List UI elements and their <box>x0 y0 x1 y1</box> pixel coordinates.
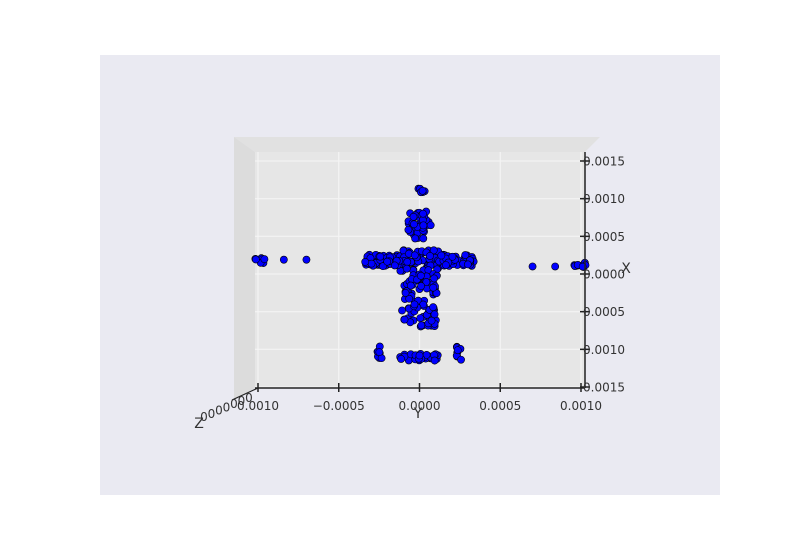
scatter-point-11 <box>302 255 311 264</box>
z-tick-label-3: 0 <box>223 400 231 414</box>
scatter-point-334 <box>429 283 438 292</box>
x-tick-label-2: 0.0005 <box>583 230 625 244</box>
scatter-point-10 <box>279 255 288 264</box>
scatter-point-247 <box>464 260 472 269</box>
x-tick-label-1: 0.0010 <box>583 192 625 206</box>
scatter-point-336 <box>416 271 425 280</box>
z-axis-title: Z <box>194 416 204 432</box>
scatter-point-240 <box>442 261 450 269</box>
scatter-point-235 <box>383 257 392 266</box>
scatter-points <box>251 184 590 365</box>
y-tick-label-4: 0.0010 <box>560 399 602 413</box>
x-axis-title: X <box>621 261 631 277</box>
scatter-point-23 <box>528 262 537 271</box>
z-tick-label-0: 0 <box>200 410 208 424</box>
scatter-point-326 <box>422 278 431 286</box>
z-tick-label-2: 0 <box>215 404 223 418</box>
x-tick-label-6: 0.0015 <box>583 381 625 395</box>
y-tick-label-2: 0.0000 <box>399 399 441 413</box>
scatter-point-22 <box>551 262 560 271</box>
scatter-point-66 <box>410 220 418 229</box>
scatter-point-51 <box>426 221 435 230</box>
scatter-point-69 <box>419 209 427 218</box>
y-tick-label-1: −0.0005 <box>313 399 365 413</box>
z-tick-label-4: 0 <box>230 397 238 411</box>
x-axis-ticks: 0.0015 0.0010 0.0005 0.0000 0.0005 0.0010 0.00… <box>580 155 625 395</box>
scatter-point-35 <box>419 234 428 243</box>
scatter-point-317 <box>430 274 438 283</box>
x-tick-label-3: 0.0000 <box>583 268 625 282</box>
scatter-point-324 <box>405 294 414 303</box>
z-axis-line <box>231 387 259 401</box>
scatter-point-380 <box>453 346 462 355</box>
scatter-point-29 <box>418 186 427 195</box>
scatter-point-223 <box>461 251 470 259</box>
scatter-point-221 <box>403 258 412 266</box>
scatter-point-266 <box>417 321 426 330</box>
scatter-point-65 <box>411 234 420 243</box>
y-tick-label-0: 0.0010 <box>237 399 279 413</box>
z-tick-label-6: 0 <box>245 391 253 405</box>
z-tick-label-1: 0 <box>208 407 216 421</box>
scatter-point-364 <box>415 351 424 360</box>
scatter-point-332 <box>427 316 436 325</box>
scatter-point-228 <box>390 261 399 270</box>
left-pane <box>234 137 255 400</box>
scatter-point-295 <box>398 306 406 315</box>
scatter-point-353 <box>430 356 439 365</box>
scatter-point-318 <box>406 281 415 290</box>
scatter-point-249 <box>402 264 411 273</box>
y-axis-title: Y <box>413 406 423 422</box>
scatter-point-333 <box>430 310 439 319</box>
scatter-point-9 <box>260 255 269 264</box>
scatter-point-176 <box>429 246 438 255</box>
scatter-point-327 <box>401 289 410 297</box>
x-tick-label-5: 0.0010 <box>583 343 625 357</box>
scatter-point-229 <box>376 252 385 261</box>
scatter-point-8 <box>251 255 260 264</box>
scatter-point-378 <box>457 355 465 364</box>
scatter-point-337 <box>429 303 438 312</box>
top-pane <box>234 137 600 152</box>
scatter-point-61 <box>404 225 413 234</box>
scatter-point-372 <box>375 348 384 357</box>
scatter-point-339 <box>400 315 409 324</box>
scatter-point-362 <box>397 355 406 363</box>
scatter-point-313 <box>416 314 425 323</box>
scatter-point-331 <box>410 300 419 309</box>
scatter-point-238 <box>437 251 446 260</box>
scatter-point-245 <box>410 251 419 260</box>
scatter-point-68 <box>419 221 428 230</box>
scatter-point-335 <box>417 282 425 290</box>
z-tick-label-5: 0 <box>238 394 246 408</box>
scatter-point-248 <box>361 257 370 266</box>
scatter-point-59 <box>409 212 418 221</box>
x-tick-label-0: 0.0015 <box>583 155 625 169</box>
scatter-point-244 <box>448 252 457 261</box>
y-tick-label-3: 0.0005 <box>479 399 521 413</box>
x-tick-label-4: 0.0005 <box>583 305 625 319</box>
scatter-point-225 <box>426 252 434 260</box>
